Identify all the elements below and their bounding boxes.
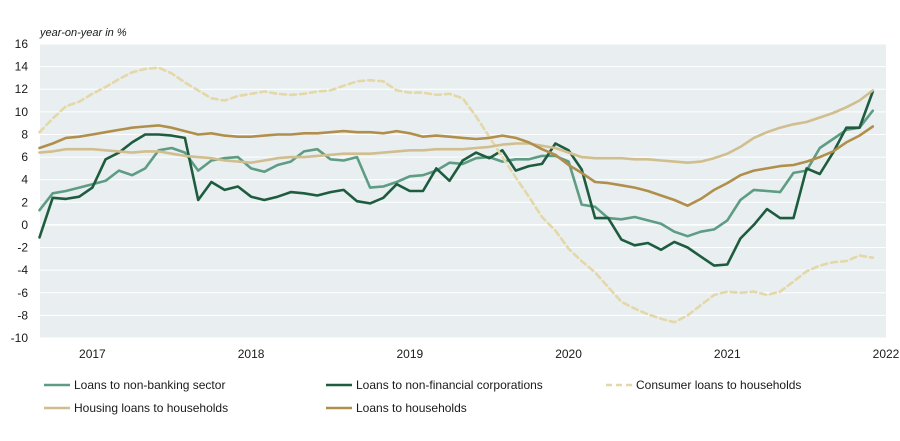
y-axis-ticks: -10 -8 -6 -4 -2 0 2 4 6 8 10 12 14 16 (11, 37, 29, 345)
y-tick-label: -6 (17, 286, 28, 300)
y-tick-label: 2 (21, 195, 28, 209)
y-tick-label: 4 (21, 173, 28, 187)
legend: Loans to non-banking sector Loans to non-… (44, 378, 801, 415)
x-tick-label: 2021 (714, 347, 741, 361)
y-tick-label: 0 (21, 218, 28, 232)
y-tick-label: 12 (15, 82, 29, 96)
legend-label: Housing loans to households (74, 401, 228, 415)
y-tick-label: -4 (17, 263, 28, 277)
y-tick-label: 10 (15, 105, 29, 119)
gridlines (40, 43, 886, 339)
x-axis-ticks: 2017 2018 2019 2020 2021 2022 (79, 347, 900, 361)
legend-label: Loans to non-financial corporations (356, 378, 543, 392)
legend-label: Loans to non-banking sector (74, 378, 225, 392)
y-tick-label: -10 (11, 331, 29, 345)
y-tick-label: 14 (15, 60, 29, 74)
series-line-2 (38, 66, 875, 324)
x-tick-label: 2019 (396, 347, 423, 361)
legend-label: Consumer loans to households (636, 378, 801, 392)
series-line-1 (38, 90, 875, 267)
y-tick-label: 8 (21, 127, 28, 141)
x-tick-label: 2017 (79, 347, 106, 361)
plot-area (40, 44, 886, 338)
y-tick-label: 16 (15, 37, 29, 51)
unit-label: year-on-year in % (39, 27, 127, 39)
legend-label: Loans to households (356, 401, 467, 415)
x-tick-label: 2022 (873, 347, 900, 361)
y-tick-label: -8 (17, 308, 28, 322)
series-line-4 (38, 124, 875, 207)
y-tick-label: -2 (17, 241, 28, 255)
series-line-3 (38, 89, 875, 164)
x-tick-label: 2018 (238, 347, 265, 361)
series-layer (38, 66, 875, 324)
series-line-0 (38, 109, 875, 238)
x-tick-label: 2020 (555, 347, 582, 361)
y-tick-label: 6 (21, 150, 28, 164)
